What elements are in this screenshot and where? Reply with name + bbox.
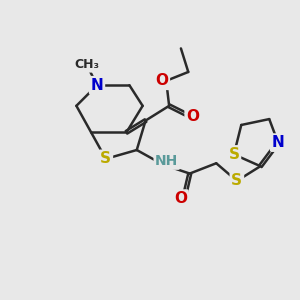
Text: N: N: [272, 135, 284, 150]
Text: O: O: [186, 109, 199, 124]
Text: N: N: [91, 78, 103, 93]
Text: S: S: [231, 173, 242, 188]
Text: S: S: [228, 147, 239, 162]
Text: S: S: [100, 151, 111, 166]
Text: O: O: [174, 191, 187, 206]
Text: NH: NH: [155, 154, 178, 168]
Text: CH₃: CH₃: [74, 58, 99, 71]
Text: O: O: [155, 73, 168, 88]
